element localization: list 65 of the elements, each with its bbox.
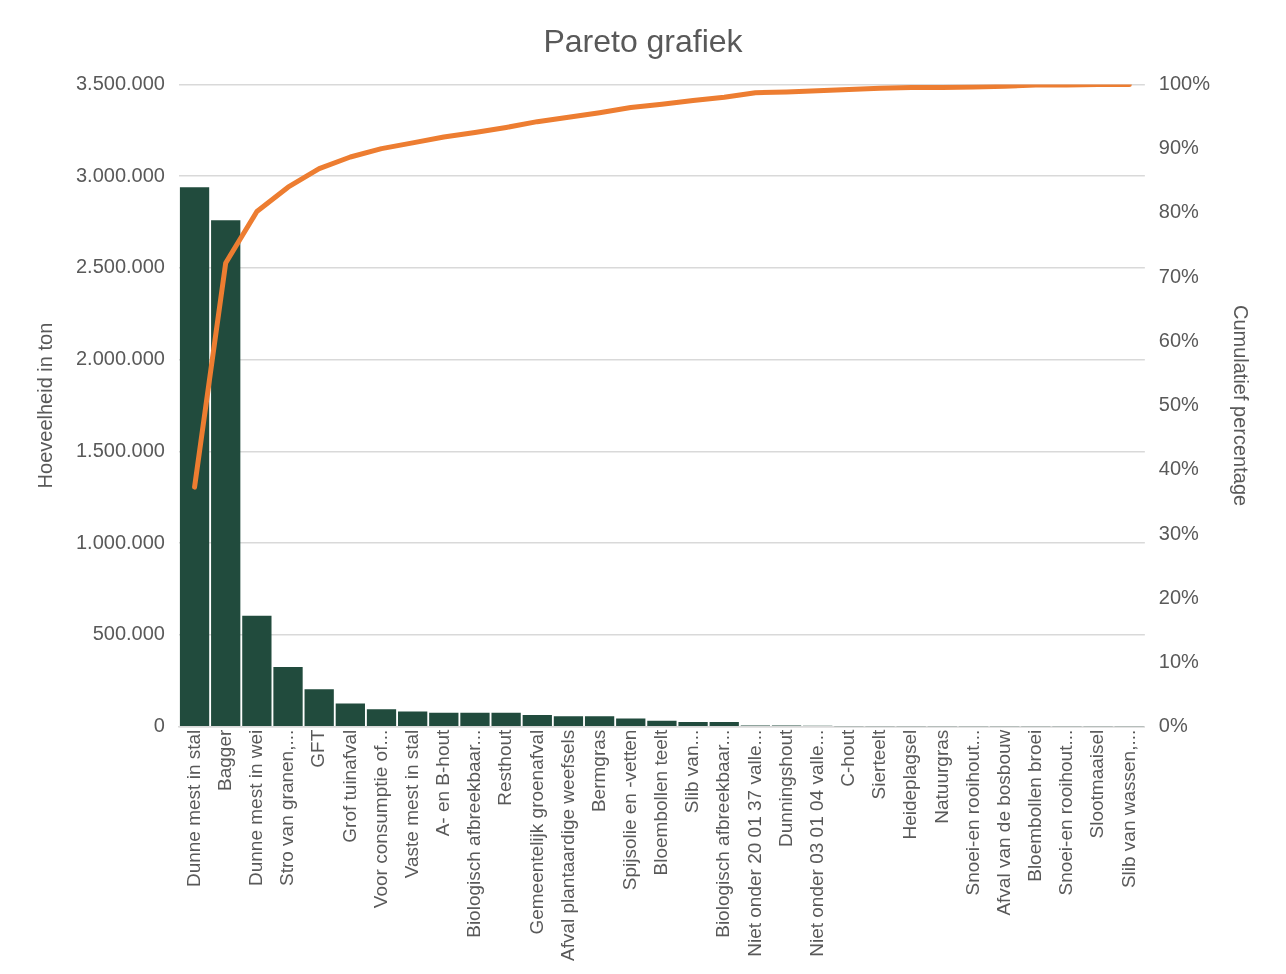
x-tick-label: A- en B-hout bbox=[432, 728, 454, 837]
x-tick-label: Grof tuinafval bbox=[338, 729, 360, 843]
x-tick-label: Niet onder 20 01 37 valle... bbox=[743, 729, 765, 957]
y2-tick-label: 100% bbox=[1158, 71, 1211, 94]
x-tick-label: Natuurgras bbox=[930, 729, 952, 824]
y2-tick-label: 30% bbox=[1158, 521, 1200, 544]
x-tick-label: Sierteelt bbox=[868, 728, 890, 800]
x-tick-label: Slootmaaisel bbox=[1086, 729, 1108, 839]
x-tick-label: Slib van... bbox=[681, 729, 703, 814]
x-tick-label: Vaste mest in stal bbox=[400, 729, 422, 879]
bar bbox=[335, 703, 365, 726]
x-tick-label: C-hout bbox=[837, 728, 859, 787]
x-tick-label: Gemeentelijk groenafval bbox=[525, 729, 547, 935]
bar bbox=[616, 718, 646, 726]
y2-tick-label: 40% bbox=[1158, 457, 1200, 480]
y-tick-label: 0 bbox=[153, 714, 165, 737]
bar bbox=[366, 709, 397, 726]
bar bbox=[584, 716, 615, 726]
y-tick-label: 3.500.000 bbox=[75, 71, 165, 94]
y2-tick-label: 10% bbox=[1158, 649, 1200, 672]
y2-tick-label: 60% bbox=[1158, 328, 1200, 351]
x-tick-label: Snoei-en rooihout... bbox=[1055, 729, 1077, 896]
y-tick-label: 3.000.000 bbox=[75, 163, 165, 186]
bar bbox=[304, 689, 334, 726]
y-axis-title: Hoeveelheid in ton bbox=[33, 322, 56, 489]
x-tick-label: Bagger bbox=[213, 729, 235, 791]
x-tick-label: Biologisch afbreekbaar... bbox=[712, 729, 734, 938]
y-tick-label: 2.000.000 bbox=[75, 347, 165, 370]
x-tick-label: Dunne mest in stal bbox=[182, 729, 204, 888]
x-tick-label: Stro van granen,... bbox=[276, 729, 298, 887]
x-tick-label: Bermgras bbox=[587, 729, 609, 813]
bar bbox=[709, 722, 739, 726]
y-tick-label: 1.500.000 bbox=[75, 438, 165, 461]
x-tick-label: Niet onder 03 01 04 valle... bbox=[805, 729, 827, 957]
x-tick-label: Slib van wassen,... bbox=[1117, 729, 1139, 889]
x-tick-label: Afval plantaardige weefsels bbox=[556, 729, 578, 962]
x-tick-label: Snoei-en rooihout... bbox=[961, 729, 983, 896]
bar bbox=[522, 714, 552, 726]
chart-title: Pareto grafiek bbox=[543, 23, 744, 60]
x-tick-label: Afval van de bosbouw bbox=[992, 729, 1014, 916]
x-tick-label: Bloembollen teelt bbox=[650, 728, 672, 876]
x-tick-label: Dunningshout bbox=[774, 728, 796, 847]
x-tick-label: Resthout bbox=[494, 728, 516, 806]
y2-tick-label: 70% bbox=[1158, 264, 1200, 287]
y-tick-label: 2.500.000 bbox=[75, 255, 165, 278]
bar bbox=[179, 187, 210, 726]
x-tick-label: Bloembollen broei bbox=[1024, 729, 1046, 882]
y2-tick-label: 20% bbox=[1158, 585, 1200, 608]
y-tick-label: 1.000.000 bbox=[75, 530, 165, 553]
x-tick-label: Dunne mest in wei bbox=[245, 729, 267, 886]
y2-tick-label: 90% bbox=[1158, 136, 1200, 159]
y2-tick-label: 50% bbox=[1158, 393, 1200, 416]
x-tick-label: GFT bbox=[307, 729, 329, 768]
x-tick-label: Biologisch afbreekbaar... bbox=[463, 729, 485, 938]
y2-tick-label: 0% bbox=[1158, 714, 1188, 737]
bar bbox=[553, 716, 584, 726]
y2-tick-label: 80% bbox=[1158, 200, 1200, 223]
y2-axis-title: Cumulatief percentage bbox=[1230, 304, 1253, 507]
bar bbox=[211, 220, 241, 726]
y-tick-label: 500.000 bbox=[92, 622, 165, 645]
bar bbox=[398, 711, 428, 726]
bar bbox=[429, 712, 459, 726]
x-tick-label: Spijsolie en -vetten bbox=[618, 729, 640, 891]
x-tick-label: Voor consumptie of... bbox=[369, 729, 391, 909]
x-tick-label: Heideplagsel bbox=[899, 729, 921, 840]
